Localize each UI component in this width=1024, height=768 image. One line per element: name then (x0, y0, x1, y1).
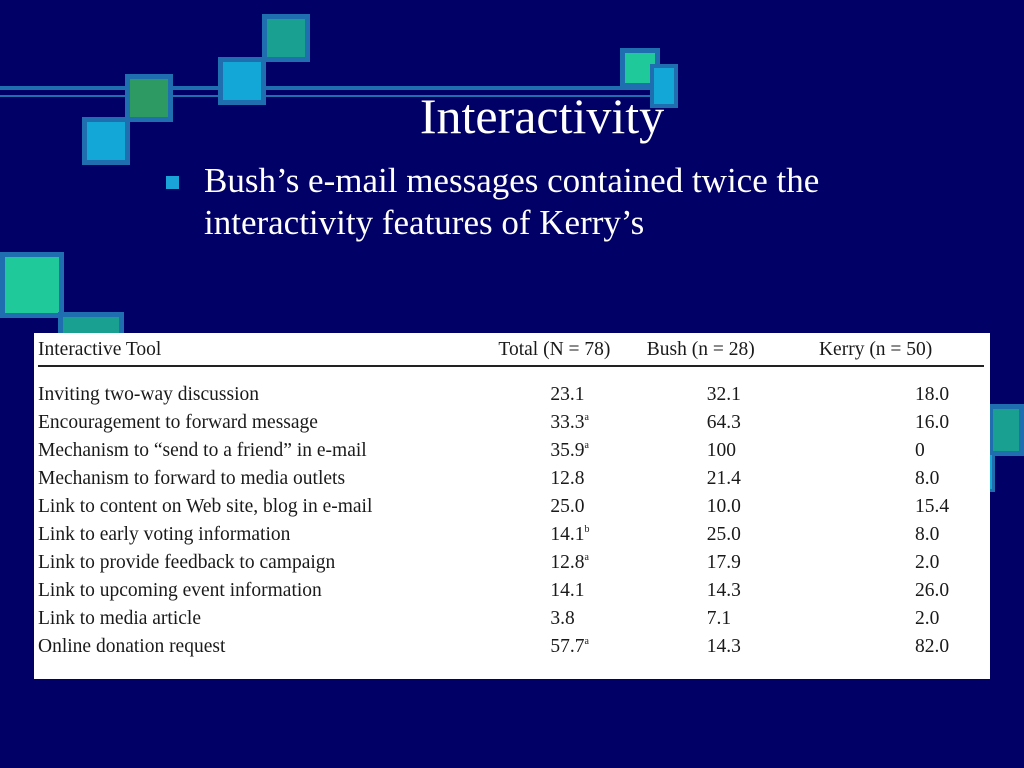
cell-bush: 7.1 (706, 608, 732, 629)
total-value: 33.3 (550, 412, 585, 433)
header-bush: Bush (n = 28) (646, 339, 755, 360)
cell-interactive-tool: Encouragement to forward message (38, 412, 318, 433)
cell-interactive-tool: Mechanism to “send to a friend” in e-mai… (38, 440, 367, 461)
decorative-square (988, 404, 1024, 456)
cell-interactive-tool: Link to upcoming event information (38, 580, 322, 601)
decorative-square (0, 252, 64, 318)
table-row: Mechanism to “send to a friend” in e-mai… (38, 437, 984, 465)
decorative-square (125, 74, 173, 122)
decorative-square (262, 14, 310, 62)
total-value: 12.8 (550, 468, 585, 489)
footnote-marker: a (584, 552, 589, 563)
table-row: Encouragement to forward message 33.3a 64.… (38, 409, 984, 437)
cell-total: 14.1b (498, 521, 646, 549)
cell-total: 35.9a (498, 437, 646, 465)
cell-total: 3.8 (498, 605, 646, 633)
cell-kerry: 8.0 (914, 524, 940, 545)
total-value: 25.0 (550, 496, 585, 517)
cell-bush: 14.3 (706, 636, 741, 657)
cell-total: 14.1 (498, 577, 646, 605)
table-row: Inviting two-way discussion 23.1 32.1 18.0 (38, 381, 984, 409)
cell-bush: 21.4 (706, 468, 741, 489)
cell-kerry: 82.0 (914, 636, 950, 657)
table-row: Link to upcoming event information 14.1 14… (38, 577, 984, 605)
cell-bush: 25.0 (706, 524, 741, 545)
cell-total: 12.8a (498, 549, 646, 577)
table-row: Link to media article 3.8 7.1 2.0 (38, 605, 984, 633)
table-row: Link to provide feedback to campaign 12.8… (38, 549, 984, 577)
cell-total: 23.1 (498, 381, 646, 409)
data-table-container: Interactive Tool Total (N = 78) Bush (n … (34, 333, 990, 679)
decorative-square (82, 117, 130, 165)
total-value: 14.1 (550, 580, 585, 601)
table-row: Link to early voting information 14.1b 25.… (38, 521, 984, 549)
decorative-square (650, 64, 678, 108)
cell-total: 33.3a (498, 409, 646, 437)
bullet-point: Bush’s e-mail messages contained twice t… (166, 160, 886, 244)
table-row: Mechanism to forward to media outlets 12.… (38, 465, 984, 493)
footnote-marker: b (584, 524, 590, 535)
cell-kerry: 15.4 (914, 496, 950, 517)
cell-interactive-tool: Link to media article (38, 608, 201, 629)
cell-interactive-tool: Link to content on Web site, blog in e-m… (38, 496, 373, 517)
bullet-text: Bush’s e-mail messages contained twice t… (204, 161, 820, 242)
table-header-row: Interactive Tool Total (N = 78) Bush (n … (38, 335, 984, 366)
cell-total: 25.0 (498, 493, 646, 521)
bullet-square-icon (166, 176, 179, 189)
cell-bush: 10.0 (706, 496, 741, 517)
total-value: 23.1 (550, 384, 585, 405)
cell-interactive-tool: Link to provide feedback to campaign (38, 552, 336, 573)
cell-kerry: 2.0 (914, 552, 940, 573)
cell-bush: 17.9 (706, 552, 741, 573)
table-spacer-row (38, 366, 984, 381)
table-row: Online donation request 57.7a 14.3 82.0 (38, 633, 984, 661)
cell-bush: 32.1 (706, 384, 741, 405)
cell-kerry: 8.0 (914, 468, 940, 489)
footnote-marker: a (584, 440, 589, 451)
total-value: 35.9 (550, 440, 585, 461)
total-value: 12.8 (550, 552, 585, 573)
cell-kerry: 26.0 (914, 580, 950, 601)
cell-bush: 100 (706, 440, 737, 461)
cell-kerry: 0 (914, 440, 925, 461)
total-value: 14.1 (550, 524, 585, 545)
header-interactive-tool: Interactive Tool (38, 339, 162, 360)
footnote-marker: a (584, 636, 589, 647)
decorative-line (0, 95, 670, 97)
cell-interactive-tool: Inviting two-way discussion (38, 384, 259, 405)
header-total: Total (N = 78) (498, 339, 611, 360)
total-value: 3.8 (550, 608, 575, 629)
footnote-marker: a (584, 412, 589, 423)
decorative-square (218, 57, 266, 105)
cell-bush: 14.3 (706, 580, 741, 601)
total-value: 57.7 (550, 636, 585, 657)
cell-interactive-tool: Link to early voting information (38, 524, 291, 545)
interactivity-table: Interactive Tool Total (N = 78) Bush (n … (38, 335, 984, 661)
cell-kerry: 16.0 (914, 412, 950, 433)
table-row: Link to content on Web site, blog in e-m… (38, 493, 984, 521)
cell-interactive-tool: Mechanism to forward to media outlets (38, 468, 346, 489)
slide-title: Interactivity (419, 88, 665, 144)
header-kerry: Kerry (n = 50) (818, 339, 933, 360)
cell-total: 57.7a (498, 633, 646, 661)
cell-kerry: 2.0 (914, 608, 940, 629)
cell-bush: 64.3 (706, 412, 741, 433)
cell-interactive-tool: Online donation request (38, 636, 226, 657)
cell-kerry: 18.0 (914, 384, 950, 405)
decorative-line (0, 86, 670, 90)
cell-total: 12.8 (498, 465, 646, 493)
